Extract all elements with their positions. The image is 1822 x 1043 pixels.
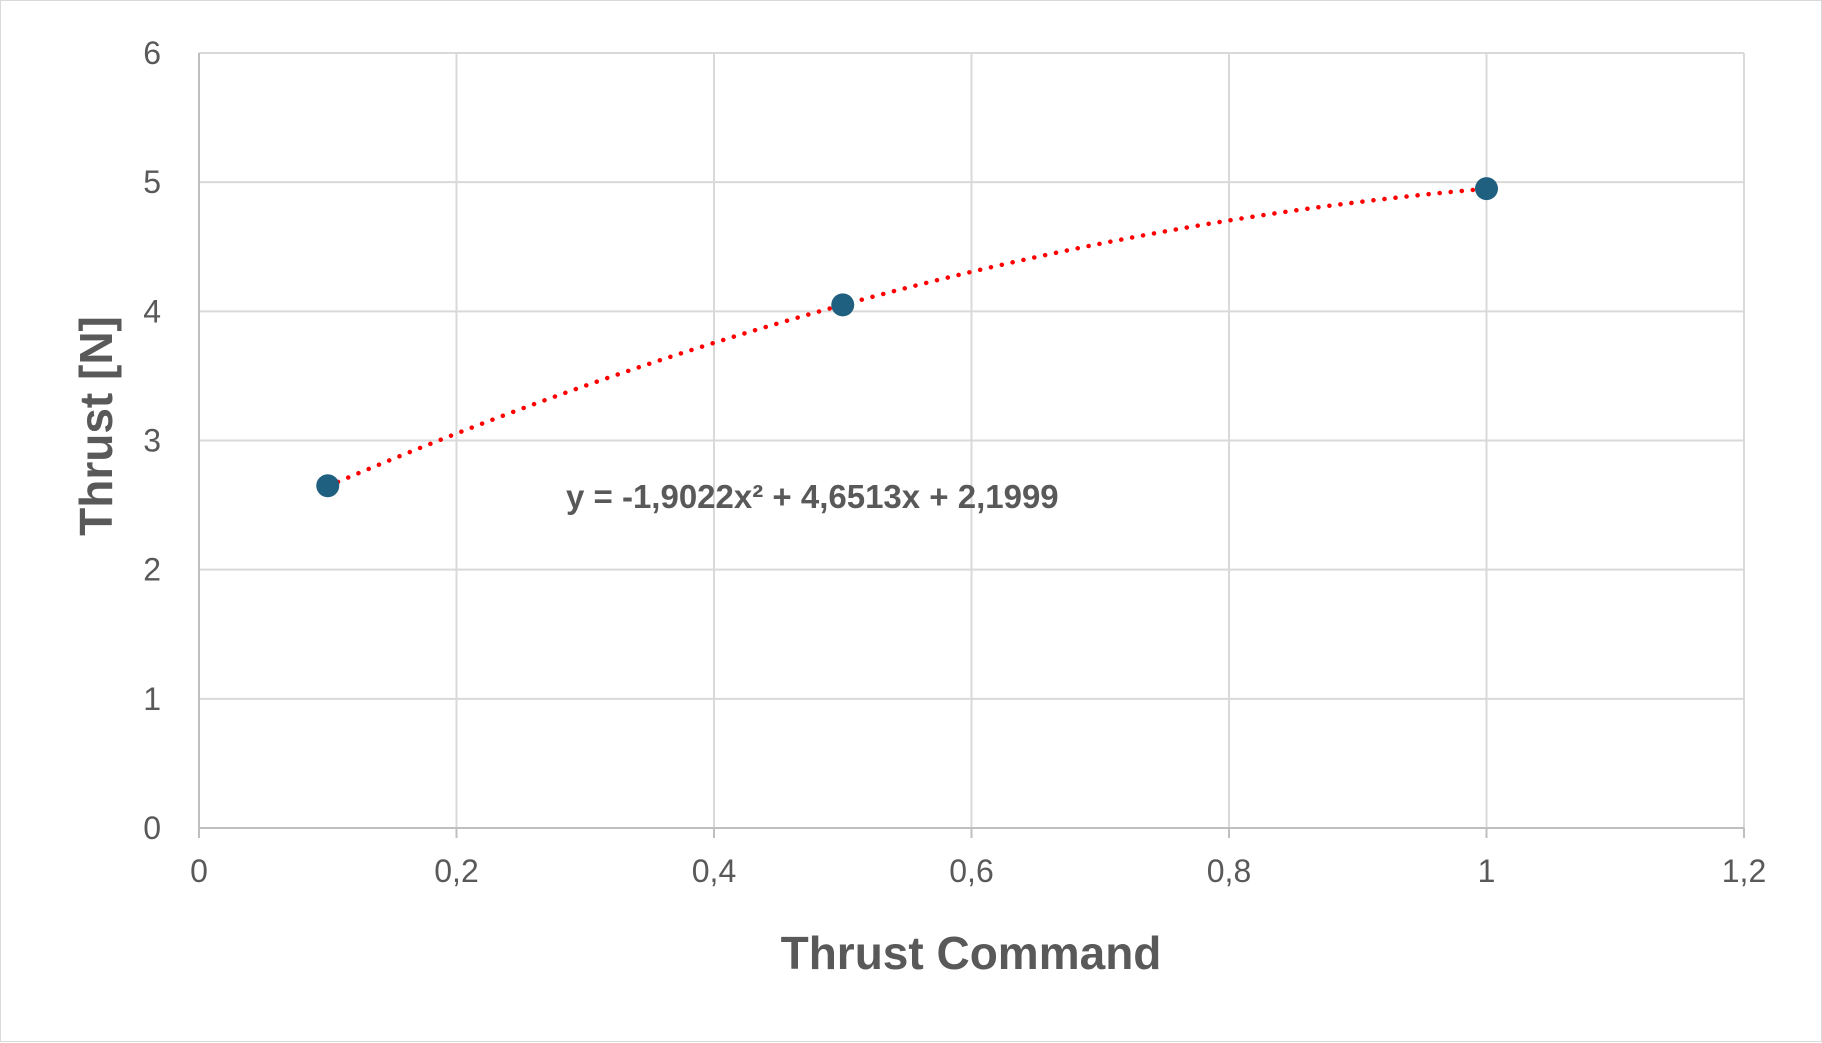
- data-points: [316, 177, 1498, 498]
- x-tick-label: 0,6: [949, 853, 993, 889]
- trendline: [325, 186, 1489, 489]
- x-tick-label: 0,4: [692, 853, 736, 889]
- data-point: [831, 293, 855, 317]
- grid-lines: [199, 52, 1745, 828]
- y-tick-label: 1: [143, 681, 161, 717]
- y-tick-label: 3: [143, 423, 161, 459]
- y-tick-label: 2: [143, 552, 161, 588]
- x-tick-label: 0: [190, 853, 208, 889]
- x-tick-label: 1: [1478, 853, 1496, 889]
- y-axis-title: Thrust [N]: [70, 316, 122, 536]
- x-tick-label: 0,2: [434, 853, 478, 889]
- y-tick-label: 4: [143, 293, 161, 329]
- tick-labels: 0 0,2 0,4 0,6 0,8 1 1,2 0 1 2 3 4 5 6: [143, 35, 1766, 889]
- axes: [198, 53, 1745, 838]
- trendline-path: [325, 186, 1489, 489]
- x-axis-title: Thrust Command: [781, 927, 1162, 979]
- trendline-equation: y = -1,9022x² + 4,6513x + 2,1999: [566, 478, 1059, 515]
- y-tick-label: 6: [143, 35, 161, 71]
- y-tick-label: 5: [143, 164, 161, 200]
- x-tick-label: 0,8: [1207, 853, 1251, 889]
- y-tick-label: 0: [143, 810, 161, 846]
- data-point: [1475, 177, 1498, 201]
- data-point: [316, 474, 340, 498]
- x-tick-label: 1,2: [1722, 853, 1766, 889]
